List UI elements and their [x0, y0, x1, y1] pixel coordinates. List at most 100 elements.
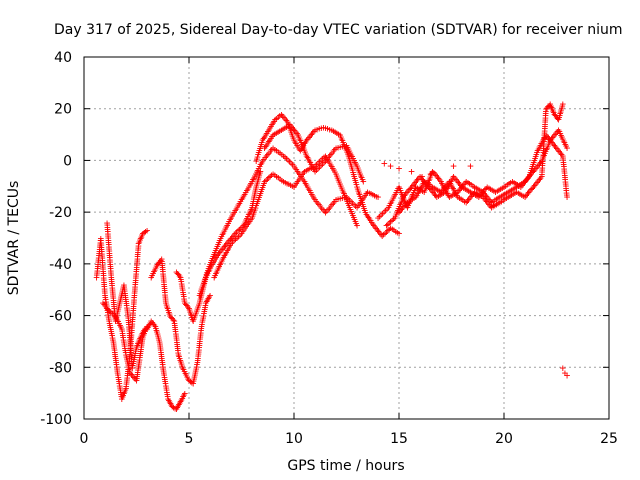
data-point: + [99, 256, 106, 269]
data-point: + [153, 260, 160, 273]
data-point: + [309, 126, 316, 139]
data-point: + [476, 183, 483, 196]
data-point: + [398, 203, 405, 216]
data-point: + [228, 237, 235, 250]
data-point: + [444, 178, 451, 191]
data-point: + [413, 174, 420, 187]
data-point: + [338, 132, 345, 145]
data-point: + [208, 254, 215, 267]
data-point: + [361, 191, 368, 204]
data-point: + [389, 223, 396, 236]
data-point: + [101, 274, 108, 287]
data-point: + [113, 356, 120, 369]
data-point: + [532, 150, 539, 163]
data-point: + [500, 189, 507, 202]
data-point: + [455, 176, 462, 189]
data-point: + [444, 182, 451, 195]
data-point: + [288, 120, 295, 133]
data-point: + [532, 152, 539, 165]
data-point: + [419, 184, 426, 197]
data-point: + [555, 123, 562, 136]
data-point: + [168, 399, 175, 412]
data-point: + [252, 182, 259, 195]
data-point: + [143, 322, 150, 335]
data-point: + [550, 129, 557, 142]
data-point: + [384, 224, 391, 237]
data-point: + [133, 343, 140, 356]
data-point: + [528, 162, 535, 175]
data-point: + [134, 250, 141, 263]
data-point: + [115, 315, 122, 328]
data-point: + [354, 162, 361, 175]
data-point: + [308, 158, 315, 171]
data-point: + [339, 192, 346, 205]
data-point: + [388, 195, 395, 208]
data-point: + [158, 348, 165, 361]
data-point: + [163, 384, 170, 397]
data-point: + [192, 369, 199, 382]
data-point: + [131, 287, 138, 300]
data-point: + [532, 177, 539, 190]
x-tick-label: 15 [390, 431, 408, 447]
data-point: + [340, 136, 347, 149]
data-point: + [160, 265, 167, 278]
data-point: + [314, 123, 321, 136]
data-point: + [389, 214, 396, 227]
data-point: + [387, 197, 394, 210]
data-point: + [134, 368, 141, 381]
data-point: + [341, 140, 348, 153]
data-point: + [344, 145, 351, 158]
data-point: + [242, 222, 249, 235]
data-point: + [130, 300, 137, 313]
data-point: + [190, 315, 197, 328]
data-point: + [297, 168, 304, 181]
data-point: + [406, 197, 413, 210]
data-point: + [491, 184, 498, 197]
data-point: + [381, 157, 388, 170]
data-point: + [349, 207, 356, 220]
data-point: + [393, 186, 400, 199]
data-point: + [104, 221, 111, 234]
data-point: + [403, 186, 410, 199]
data-point: + [359, 196, 366, 209]
data-point: + [178, 275, 185, 288]
data-point: + [273, 144, 280, 157]
data-point: + [260, 179, 267, 192]
data-point: + [438, 185, 445, 198]
data-point: + [380, 228, 387, 241]
data-point: + [379, 229, 386, 242]
data-point: + [561, 164, 568, 177]
data-point: + [355, 184, 362, 197]
data-point: + [364, 209, 371, 222]
data-point: + [540, 142, 547, 155]
data-point: + [560, 151, 567, 164]
data-point: + [369, 217, 376, 230]
data-point: + [115, 373, 122, 386]
data-point: + [547, 134, 554, 147]
data-point: + [180, 288, 187, 301]
data-point: + [364, 185, 371, 198]
data-point: + [512, 177, 519, 190]
data-point: + [173, 403, 180, 416]
data-point: + [295, 173, 302, 186]
data-point: + [167, 310, 174, 323]
data-point: + [132, 280, 139, 293]
series-track-11: ++++++++++++++++++++++++++++++++++++++++… [375, 123, 571, 224]
data-point: + [394, 226, 401, 239]
data-point: + [159, 352, 166, 365]
data-point: + [157, 340, 164, 353]
data-point: + [124, 369, 131, 382]
data-point: + [131, 295, 138, 308]
data-point: + [277, 147, 284, 160]
data-point: + [524, 172, 531, 185]
data-point: + [212, 253, 219, 266]
data-point: + [100, 267, 107, 280]
data-point: + [349, 150, 356, 163]
data-point: + [371, 189, 378, 202]
data-point: + [139, 334, 146, 347]
data-point: + [127, 366, 134, 379]
data-point: + [114, 366, 121, 379]
data-point: + [222, 223, 229, 236]
data-point: + [275, 125, 282, 138]
data-point: + [287, 179, 294, 192]
